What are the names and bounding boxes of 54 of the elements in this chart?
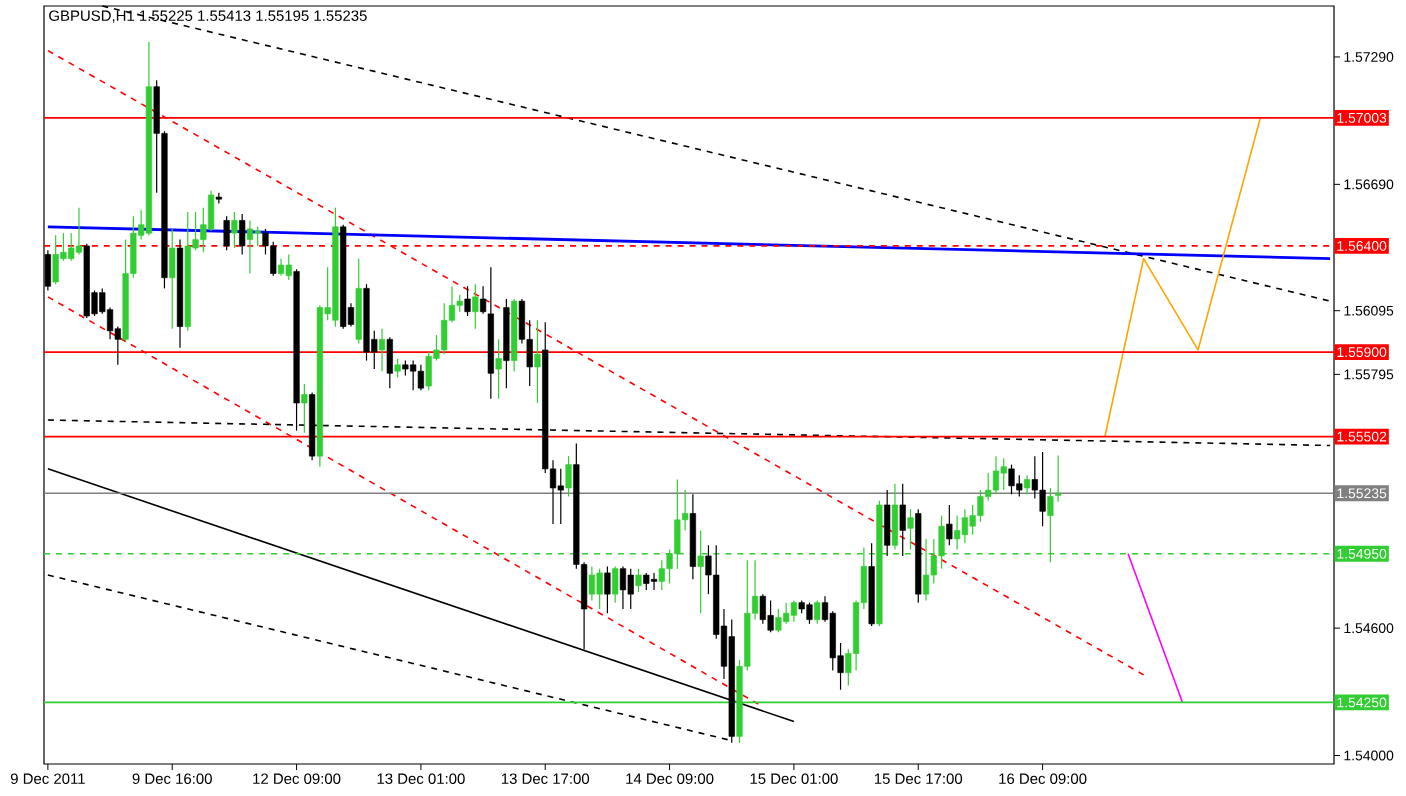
candlestick [775,608,782,633]
candlestick [767,599,774,633]
candlestick [386,336,393,389]
candlestick [1000,457,1007,491]
candlestick [301,383,308,434]
candlestick [992,455,1000,495]
candlestick [557,468,564,525]
candlestick [969,504,976,536]
candlestick [899,483,906,557]
candlestick [270,241,277,277]
candlestick [604,565,611,614]
candlestick [1016,474,1023,498]
candlestick [378,328,386,372]
candlestick [425,351,432,391]
line-series [1103,117,1261,438]
candlestick [472,283,479,330]
candlestick [806,602,813,625]
candlestick [961,508,968,544]
candlestick [464,285,471,317]
candlestick [946,504,953,546]
candlestick [75,207,83,256]
candlestick [223,215,230,251]
candlestick [783,602,790,625]
candlestick [394,357,401,379]
candlestick [254,226,261,247]
candlestick [410,359,417,391]
candlestick [814,599,821,625]
candlestick [215,192,222,205]
candlestick [790,599,798,623]
candlestick [231,211,238,249]
candlestick [1039,451,1046,527]
candlestick [884,489,891,557]
candlestick [534,319,541,404]
candlestick [207,190,215,232]
candlestick [627,568,634,610]
candlestick [239,213,246,256]
candlestick [52,234,59,285]
candlestick [658,559,665,591]
candlestick [619,565,627,610]
candlestick [612,565,619,604]
candlestick [417,364,424,391]
candlestick [650,572,658,591]
candlestick [495,338,502,400]
candlestick [635,568,642,593]
candlestick [1023,474,1031,495]
candlestick [977,489,984,523]
candlestick [246,219,254,275]
candlestick [285,253,292,281]
candlestick [565,455,572,498]
candlestick [596,568,603,610]
candlestick [1008,464,1015,495]
candlestick [759,593,766,625]
candlestick [588,565,595,602]
candlestick [169,228,176,330]
